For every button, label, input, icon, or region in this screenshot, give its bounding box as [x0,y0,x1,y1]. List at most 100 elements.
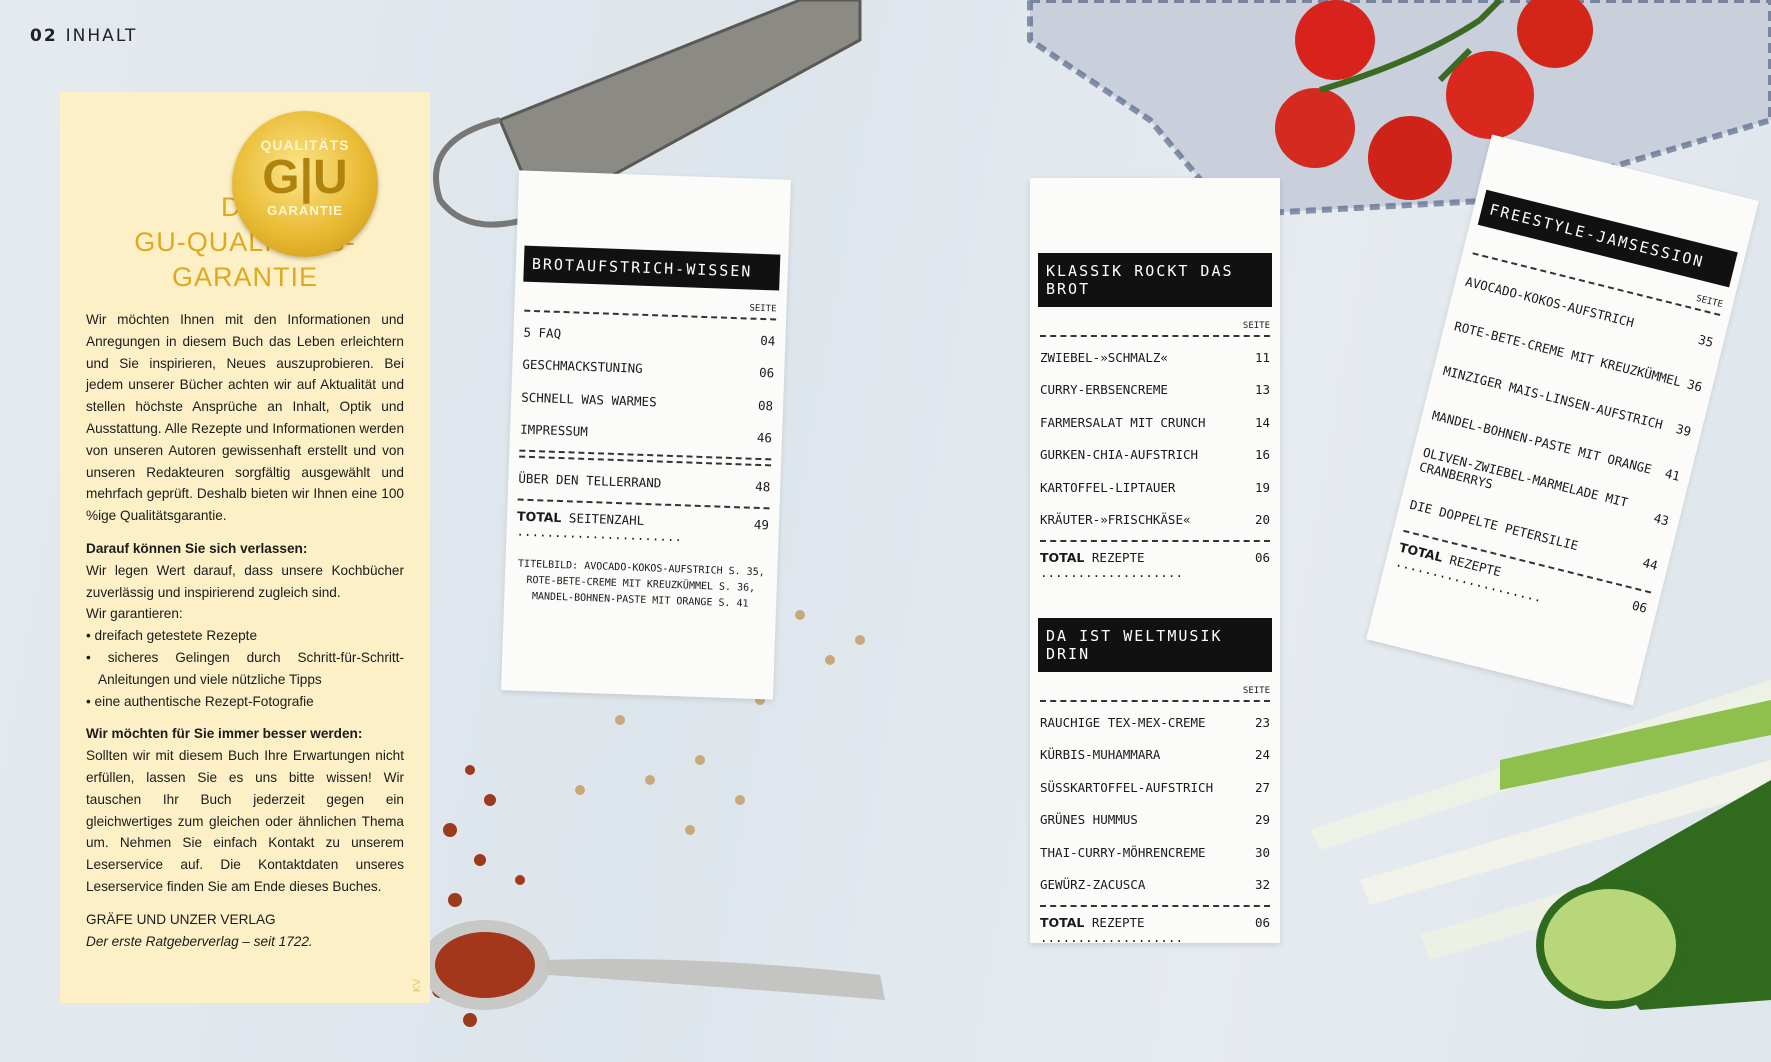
toc-entry[interactable]: KÜRBIS-MUHAMMARA 24 [1040,739,1270,772]
total-text: REZEPTE ................... [1040,550,1183,580]
paragraph: Sollten wir mit diesem Buch Ihre Erwartu… [86,748,404,894]
entry-title: GESCHMACKSTUNING [522,356,643,377]
total-label: TOTAL [516,508,562,525]
entry-page: 46 [756,430,773,446]
cucumber [1536,780,1771,1010]
spices [432,610,865,1027]
toc-entry[interactable]: KARTOFFEL-LIPTAUER 19 [1040,471,1270,504]
dashed-divider [1040,335,1270,337]
list-item: sicheres Gelingen durch Schritt-für-Schr… [86,647,404,691]
entry-title: GEWÜRZ-ZACUSCA [1040,877,1146,893]
toc-entry[interactable]: FARMERSALAT MIT CRUNCH 14 [1040,406,1270,439]
entry-title: THAI-CURRY-MÖHRENCREME [1040,844,1206,860]
dashed-divider [1040,700,1270,702]
total-label-group: TOTAL REZEPTE ................... [1040,550,1255,580]
toc-entry[interactable]: KRÄUTER-»FRISCHKÄSE« 20 [1040,504,1270,537]
entry-title: ÜBER DEN TELLERRAND [518,470,662,491]
entry-title: SCHNELL WAS WARMES [520,389,657,410]
toc-entry[interactable]: CURRY-ERBSENCREME 13 [1040,374,1270,407]
total-label-group: TOTAL REZEPTE ................... [1040,915,1255,945]
toc-entry[interactable]: GEWÜRZ-ZACUSCA 32 [1040,869,1270,902]
total-value: 06 [1254,550,1270,565]
panel-body: Wir möchten Ihnen mit den Informationen … [86,309,404,952]
dashed-divider [1040,540,1270,542]
entry-page: 13 [1254,382,1270,398]
entry-title: IMPRESSUM [519,421,589,440]
spoon [420,920,885,1010]
paragraph: Wir garantieren: [86,606,183,622]
entry-title: RAUCHIGE TEX-MEX-CREME [1040,714,1206,730]
entry-page: 36 [1685,375,1704,395]
toc-entry[interactable]: ÜBER DEN TELLERRAND 48 [518,462,771,503]
entry-title: SÜSSKARTOFFEL-AUFSTRICH [1040,779,1214,795]
total-text: REZEPTE ................... [1040,915,1183,945]
entry-title: GURKEN-CHIA-AUFSTRICH [1040,447,1199,463]
spacer [1040,580,1270,618]
receipt-klassik-und-weltmusik: KLASSIK ROCKT DAS BROT SEITE ZWIEBEL-»SCHM… [1030,178,1280,945]
entry-page: 04 [760,332,776,349]
entry-title: ZWIEBEL-»SCHMALZ« [1040,349,1168,365]
entry-page: 08 [757,397,774,414]
toc-entry[interactable]: ZWIEBEL-»SCHMALZ« 11 [1040,341,1270,374]
entry-page: 29 [1254,812,1270,828]
entry-page: 23 [1254,714,1270,730]
page-column-header: SEITE [1242,321,1270,331]
section-heading: Darauf können Sie sich verlassen: [86,540,308,556]
list-item: eine authentische Rezept-Fotografie [86,691,404,713]
page-number: 02 [30,26,58,46]
toc-entry[interactable]: SÜSSKARTOFFEL-AUFSTRICH 27 [1040,771,1270,804]
entry-title: FARMERSALAT MIT CRUNCH [1040,414,1206,430]
total-value: 06 [1254,915,1270,930]
entry-title: KRÄUTER-»FRISCHKÄSE« [1040,512,1191,528]
gu-quality-seal-logo: QUALITÄTS G|U GARANTIE [232,111,378,257]
toc-entry[interactable]: GURKEN-CHIA-AUFSTRICH 16 [1040,439,1270,472]
entry-page: 44 [1641,554,1660,573]
toc-entry[interactable]: RAUCHIGE TEX-MEX-CREME 23 [1040,706,1270,739]
entry-page: 30 [1254,844,1270,860]
entry-title: KARTOFFEL-LIPTAUER [1040,479,1176,495]
entry-page: 06 [758,365,775,381]
page-header: 02 INHALT [30,26,137,46]
entry-title: CURRY-ERBSENCREME [1040,382,1168,398]
entry-page: 48 [754,478,771,495]
total-row: TOTAL REZEPTE ................... 06 [1040,915,1270,945]
entry-page: 14 [1254,414,1270,430]
total-row: TOTAL SEITENZAHL ...................... 4… [516,508,769,547]
total-value: 49 [753,516,770,532]
entry-page: 20 [1254,512,1270,528]
cover-image-note: TITELBILD: AVOCADO-KOKOS-AUFSTRICH S. 35… [517,558,765,610]
title-line: GARANTIE [171,262,319,292]
receipt-section-title: BROTAUFSTRICH-WISSEN [523,245,781,291]
entry-page: 16 [1254,447,1270,463]
section-heading: Wir möchten für Sie immer besser werden: [86,726,363,742]
entry-title: 5 FAQ [523,324,562,341]
entry-page: 19 [1254,479,1270,495]
section-title: INHALT [65,26,138,46]
publisher-tagline: Der erste Ratgeberverlag – seit 1722. [86,933,313,949]
seal-top-text: QUALITÄTS [260,137,350,153]
dashed-divider [1040,905,1270,907]
toc-entry[interactable]: THAI-CURRY-MÖHRENCREME 30 [1040,836,1270,869]
entry-page: 32 [1254,877,1270,893]
intro-paragraph: Wir möchten Ihnen mit den Informationen … [86,312,404,524]
entry-page: 43 [1652,509,1671,528]
toc-entry[interactable]: GRÜNES HUMMUS 29 [1040,804,1270,837]
total-label-group: TOTAL SEITENZAHL ...................... [516,508,754,546]
receipt-section-title: DA IST WELTMUSIK DRIN [1038,618,1272,672]
cherry-tomatoes [1275,0,1593,200]
quality-guarantee-panel: QUALITÄTS G|U GARANTIE DIE GU-QUALITÄTS-… [60,92,430,1003]
total-label: TOTAL [1040,550,1085,565]
entry-page: 27 [1254,779,1270,795]
entry-page: 24 [1254,747,1270,763]
entry-page: 39 [1674,420,1693,439]
total-label: TOTAL [1040,915,1085,930]
kv-mark: KV [411,978,423,993]
paragraph: Wir legen Wert darauf, dass unsere Kochb… [86,562,404,600]
guarantee-list: dreifach getestete Rezepte sicheres Geli… [86,625,404,712]
seal-bottom-text: GARANTIE [267,203,343,218]
total-row: TOTAL REZEPTE ................... 06 [1040,550,1270,580]
entry-page: 11 [1254,349,1270,365]
receipt-section-title: KLASSIK ROCKT DAS BROT [1038,253,1272,307]
publisher-name: GRÄFE UND UNZER VERLAG [86,911,276,927]
